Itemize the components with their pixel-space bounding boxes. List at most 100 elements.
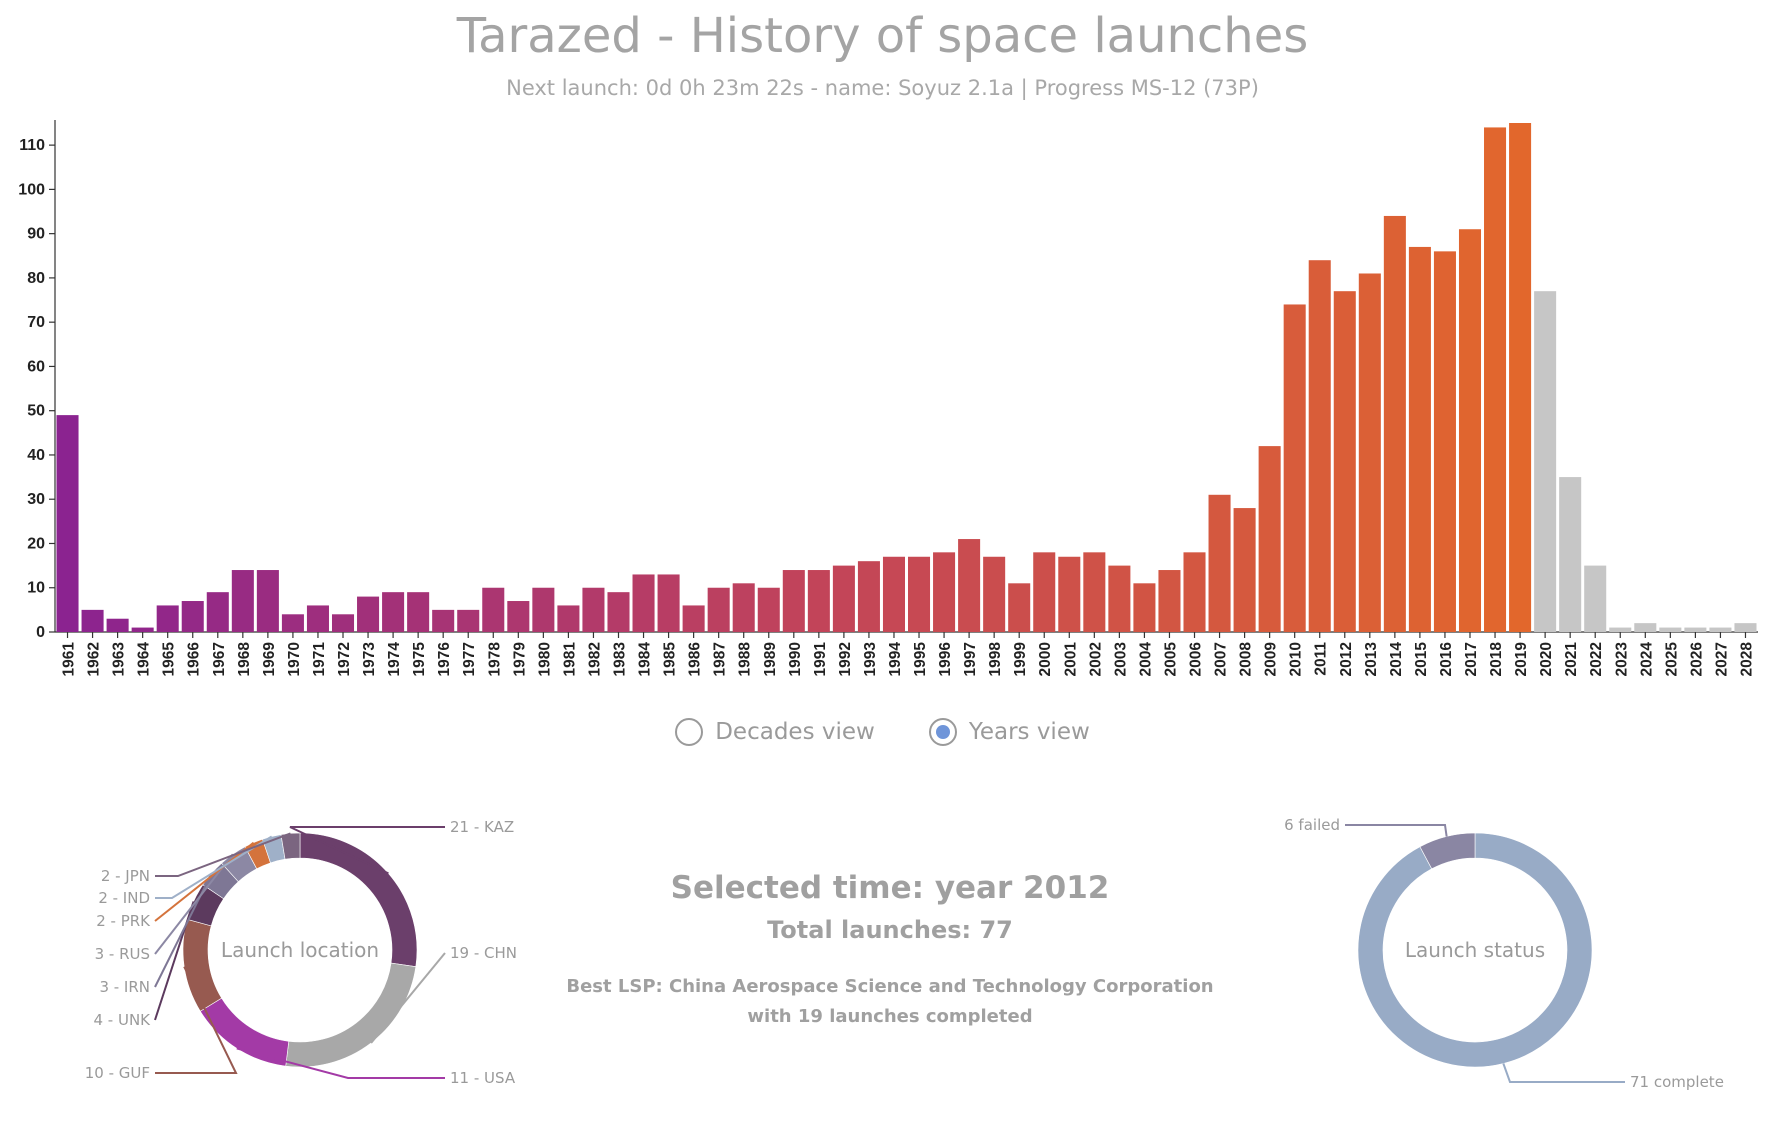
bar-1961[interactable] — [56, 415, 79, 632]
bar-1980[interactable] — [532, 587, 555, 632]
bar-2008[interactable] — [1233, 508, 1256, 632]
bar-2006[interactable] — [1183, 552, 1206, 632]
location-slice[interactable] — [199, 997, 290, 1067]
bar-2007[interactable] — [1208, 494, 1231, 632]
best-lsp-line1: Best LSP: China Aerospace Science and Te… — [566, 976, 1214, 997]
bar-1969[interactable] — [256, 570, 279, 632]
bar-2028[interactable] — [1734, 623, 1757, 632]
location-leader-line — [155, 832, 291, 877]
x-tick-label: 2016 — [1438, 642, 1455, 677]
bar-2005[interactable] — [1158, 570, 1181, 632]
bar-1988[interactable] — [732, 583, 755, 632]
bar-1974[interactable] — [382, 592, 405, 632]
bar-1996[interactable] — [933, 552, 956, 632]
location-slice[interactable] — [285, 962, 417, 1068]
decades-radio[interactable] — [675, 718, 704, 746]
x-tick-label: 1978 — [486, 642, 503, 677]
bar-1970[interactable] — [281, 614, 304, 632]
bar-2025[interactable] — [1659, 627, 1682, 632]
bar-2016[interactable] — [1433, 251, 1456, 633]
bar-2009[interactable] — [1258, 446, 1281, 632]
bar-2000[interactable] — [1033, 552, 1056, 632]
bar-1991[interactable] — [807, 570, 830, 632]
bar-1971[interactable] — [306, 605, 329, 632]
bar-1966[interactable] — [181, 601, 204, 632]
bar-1972[interactable] — [331, 614, 355, 632]
bar-1977[interactable] — [457, 609, 480, 632]
bar-1967[interactable] — [206, 592, 229, 632]
location-center-title: Launch location — [221, 938, 379, 962]
bar-1986[interactable] — [682, 605, 705, 632]
location-slice[interactable] — [182, 918, 223, 1012]
status-slice[interactable] — [1419, 832, 1476, 870]
bar-1962[interactable] — [81, 609, 104, 632]
x-tick-label: 1987 — [712, 642, 729, 676]
bar-1997[interactable] — [958, 539, 981, 632]
bar-2018[interactable] — [1484, 127, 1507, 632]
bar-2013[interactable] — [1358, 273, 1381, 632]
years-radio[interactable] — [928, 718, 957, 746]
years-view-option[interactable]: Years view — [928, 718, 1090, 746]
bar-1981[interactable] — [557, 605, 580, 632]
bar-2004[interactable] — [1133, 583, 1156, 632]
bar-1965[interactable] — [156, 605, 179, 632]
bar-1999[interactable] — [1008, 583, 1031, 632]
x-tick-label: 1975 — [411, 642, 428, 677]
bar-2002[interactable] — [1083, 552, 1106, 632]
x-tick-label: 1982 — [586, 642, 603, 676]
bar-1976[interactable] — [432, 609, 455, 632]
x-tick-label: 1974 — [386, 642, 403, 677]
bar-1978[interactable] — [482, 587, 505, 632]
bar-2010[interactable] — [1283, 304, 1306, 632]
bar-2012[interactable] — [1333, 291, 1356, 632]
bar-2026[interactable] — [1684, 627, 1707, 632]
best-lsp-line2: with 19 launches completed — [747, 1006, 1033, 1027]
bar-2022[interactable] — [1584, 565, 1607, 632]
decades-view-option[interactable]: Decades view — [675, 718, 875, 746]
status-center-title: Launch status — [1405, 938, 1545, 962]
bar-1982[interactable] — [582, 587, 605, 632]
y-tick-label: 110 — [19, 137, 45, 154]
bar-2024[interactable] — [1634, 623, 1657, 632]
bar-2017[interactable] — [1458, 229, 1482, 633]
bar-1992[interactable] — [832, 565, 855, 632]
bar-1979[interactable] — [507, 601, 530, 632]
bar-1983[interactable] — [607, 592, 630, 632]
bar-2011[interactable] — [1308, 260, 1331, 632]
bar-1989[interactable] — [757, 587, 780, 632]
x-tick-label: 2026 — [1688, 642, 1705, 677]
bar-1998[interactable] — [983, 556, 1006, 632]
location-slice-label: 11 - USA — [450, 1069, 516, 1087]
bar-2020[interactable] — [1534, 291, 1557, 632]
x-tick-label: 2014 — [1388, 642, 1405, 677]
bar-1994[interactable] — [882, 556, 905, 632]
status-slice[interactable] — [1357, 832, 1593, 1068]
bar-1964[interactable] — [131, 627, 154, 632]
bar-2019[interactable] — [1509, 123, 1532, 632]
x-tick-label: 2017 — [1463, 642, 1480, 676]
bar-2023[interactable] — [1609, 627, 1632, 632]
bar-1973[interactable] — [357, 596, 380, 632]
bar-2003[interactable] — [1108, 565, 1131, 632]
x-tick-label: 2003 — [1112, 642, 1129, 677]
launch-location-donut: 21 - KAZ 19 - CHN 11 - USA 10 - GUF 4 - UNK 3… — [85, 818, 517, 1087]
bar-2015[interactable] — [1408, 246, 1431, 633]
bar-1993[interactable] — [857, 561, 880, 632]
bar-1984[interactable] — [632, 574, 655, 632]
selected-time: Selected time: year 2012 — [670, 870, 1110, 906]
x-tick-label: 2024 — [1638, 642, 1655, 677]
bar-2001[interactable] — [1058, 556, 1081, 632]
bar-1968[interactable] — [231, 570, 254, 632]
bar-2027[interactable] — [1709, 627, 1732, 632]
selection-info: Selected time: year 2012 Total launches:… — [540, 870, 1240, 1032]
bar-2014[interactable] — [1383, 215, 1406, 632]
bar-2021[interactable] — [1559, 477, 1582, 632]
bar-1963[interactable] — [106, 618, 129, 632]
x-tick-label: 2028 — [1738, 642, 1755, 677]
bar-1987[interactable] — [707, 587, 730, 632]
bar-1990[interactable] — [782, 570, 805, 632]
location-leader-line — [154, 841, 255, 922]
bar-1975[interactable] — [407, 592, 430, 632]
bar-1995[interactable] — [908, 556, 931, 632]
bar-1985[interactable] — [657, 574, 680, 632]
